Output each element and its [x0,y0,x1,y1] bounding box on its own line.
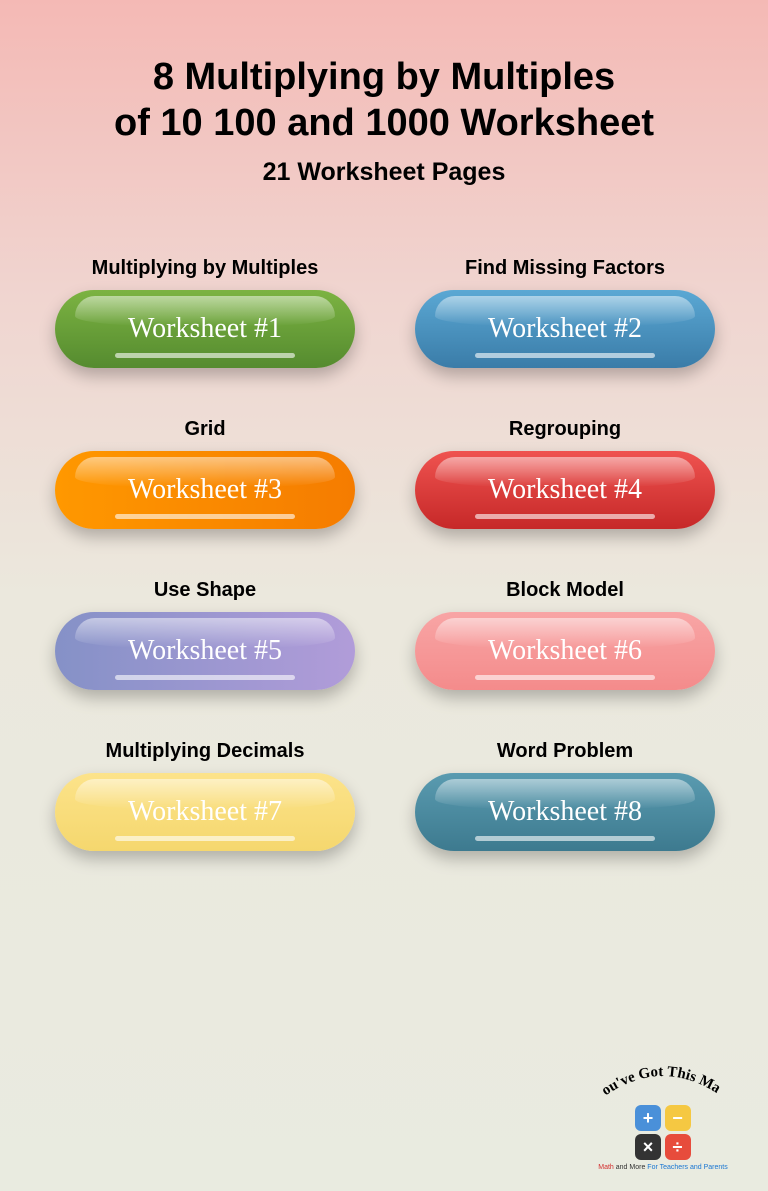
plus-icon: + [635,1105,661,1131]
worksheet-button-4[interactable]: Worksheet #4 [415,451,715,529]
worksheet-label: Word Problem [415,740,715,763]
header: 8 Multiplying by Multiples of 10 100 and… [0,0,768,187]
worksheet-item: Multiplying Decimals Worksheet #7 [55,740,355,851]
multiply-icon: × [635,1134,661,1160]
worksheet-button-text: Worksheet #4 [488,474,642,506]
svg-text:You've Got This Math: You've Got This Math [598,1066,724,1096]
worksheet-grid: Multiplying by Multiples Worksheet #1 Fi… [0,187,768,851]
divide-icon: ÷ [665,1134,691,1160]
worksheet-label: Find Missing Factors [415,257,715,280]
worksheet-button-text: Worksheet #8 [488,796,642,828]
worksheet-button-7[interactable]: Worksheet #7 [55,773,355,851]
title-line-2: of 10 100 and 1000 Worksheet [0,101,768,147]
minus-icon: − [665,1105,691,1131]
worksheet-item: Regrouping Worksheet #4 [415,418,715,529]
logo-tagline: Math and More For Teachers and Parents [598,1164,728,1171]
worksheet-button-text: Worksheet #1 [128,313,282,345]
worksheet-button-text: Worksheet #6 [488,635,642,667]
worksheet-label: Grid [55,418,355,441]
worksheet-button-1[interactable]: Worksheet #1 [55,290,355,368]
worksheet-label: Use Shape [55,579,355,602]
worksheet-label: Block Model [415,579,715,602]
worksheet-item: Grid Worksheet #3 [55,418,355,529]
page-subtitle: 21 Worksheet Pages [0,158,768,187]
logo-arc-text: You've Got This Math [598,1066,728,1096]
worksheet-button-text: Worksheet #5 [128,635,282,667]
worksheet-button-3[interactable]: Worksheet #3 [55,451,355,529]
worksheet-label: Regrouping [415,418,715,441]
title-line-1: 8 Multiplying by Multiples [0,55,768,101]
worksheet-item: Block Model Worksheet #6 [415,579,715,690]
worksheet-item: Word Problem Worksheet #8 [415,740,715,851]
worksheet-button-8[interactable]: Worksheet #8 [415,773,715,851]
page-title: 8 Multiplying by Multiples of 10 100 and… [0,55,768,146]
worksheet-item: Use Shape Worksheet #5 [55,579,355,690]
worksheet-item: Multiplying by Multiples Worksheet #1 [55,257,355,368]
brand-logo: You've Got This Math + − × ÷ Math and Mo… [598,1066,728,1171]
worksheet-button-text: Worksheet #2 [488,313,642,345]
worksheet-label: Multiplying Decimals [55,740,355,763]
worksheet-button-6[interactable]: Worksheet #6 [415,612,715,690]
worksheet-item: Find Missing Factors Worksheet #2 [415,257,715,368]
worksheet-button-5[interactable]: Worksheet #5 [55,612,355,690]
worksheet-label: Multiplying by Multiples [55,257,355,280]
worksheet-button-2[interactable]: Worksheet #2 [415,290,715,368]
logo-icon-grid: + − × ÷ [635,1105,691,1160]
worksheet-button-text: Worksheet #3 [128,474,282,506]
worksheet-button-text: Worksheet #7 [128,796,282,828]
